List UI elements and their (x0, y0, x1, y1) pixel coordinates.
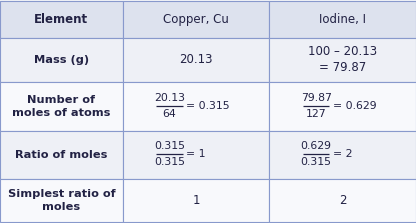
Text: = 0.315: = 0.315 (186, 101, 230, 111)
Text: 127: 127 (306, 109, 327, 119)
Text: Element: Element (34, 13, 89, 26)
Text: = 0.629: = 0.629 (333, 101, 376, 111)
Bar (123, 37, 269, 82)
Bar (123, 1, 269, 37)
Text: 0.315: 0.315 (154, 157, 185, 167)
Text: Number of
moles of atoms: Number of moles of atoms (12, 95, 111, 118)
Text: 64: 64 (163, 109, 176, 119)
Bar (0, 1, 123, 37)
Bar (123, 82, 269, 131)
Text: 20.13: 20.13 (154, 93, 185, 103)
Bar (269, 131, 416, 179)
Text: Copper, Cu: Copper, Cu (163, 13, 229, 26)
Bar (269, 1, 416, 37)
Bar (269, 179, 416, 222)
Bar (123, 131, 269, 179)
Bar (0, 179, 123, 222)
Text: 0.629: 0.629 (301, 141, 332, 151)
Text: Mass (g): Mass (g) (34, 55, 89, 65)
Text: = 2: = 2 (333, 149, 352, 159)
Text: 100 – 20.13
= 79.87: 100 – 20.13 = 79.87 (308, 45, 377, 74)
Text: = 1: = 1 (186, 149, 206, 159)
Text: 20.13: 20.13 (179, 53, 213, 66)
Text: 79.87: 79.87 (301, 93, 332, 103)
Text: 2: 2 (339, 194, 347, 207)
Text: 0.315: 0.315 (154, 141, 185, 151)
Text: 1: 1 (192, 194, 200, 207)
Text: Ratio of moles: Ratio of moles (15, 150, 108, 160)
Bar (0, 37, 123, 82)
Text: Simplest ratio of
moles: Simplest ratio of moles (7, 189, 115, 212)
Bar (0, 82, 123, 131)
Bar (0, 131, 123, 179)
Text: Iodine, I: Iodine, I (319, 13, 366, 26)
Bar (123, 179, 269, 222)
Bar (269, 37, 416, 82)
Bar (269, 82, 416, 131)
Text: 0.315: 0.315 (301, 157, 332, 167)
